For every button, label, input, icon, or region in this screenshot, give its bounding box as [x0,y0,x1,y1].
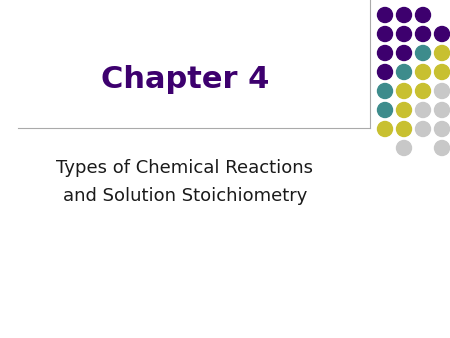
Circle shape [378,7,392,23]
Circle shape [415,102,431,118]
Circle shape [435,141,450,155]
Circle shape [396,83,411,98]
Circle shape [415,7,431,23]
Text: Types of Chemical Reactions: Types of Chemical Reactions [57,159,314,177]
Circle shape [396,121,411,137]
Circle shape [396,46,411,61]
Circle shape [396,141,411,155]
Circle shape [396,7,411,23]
Circle shape [435,26,450,42]
Circle shape [435,102,450,118]
Circle shape [435,121,450,137]
Circle shape [378,26,392,42]
Circle shape [415,65,431,79]
Circle shape [415,121,431,137]
Circle shape [415,46,431,61]
Circle shape [378,102,392,118]
Circle shape [378,46,392,61]
Text: Chapter 4: Chapter 4 [101,66,269,95]
Circle shape [435,83,450,98]
Circle shape [415,83,431,98]
Text: and Solution Stoichiometry: and Solution Stoichiometry [63,187,307,205]
Circle shape [396,26,411,42]
Circle shape [415,26,431,42]
Circle shape [435,65,450,79]
Circle shape [378,65,392,79]
Circle shape [378,83,392,98]
Circle shape [396,65,411,79]
Circle shape [396,102,411,118]
Circle shape [435,46,450,61]
Circle shape [378,121,392,137]
